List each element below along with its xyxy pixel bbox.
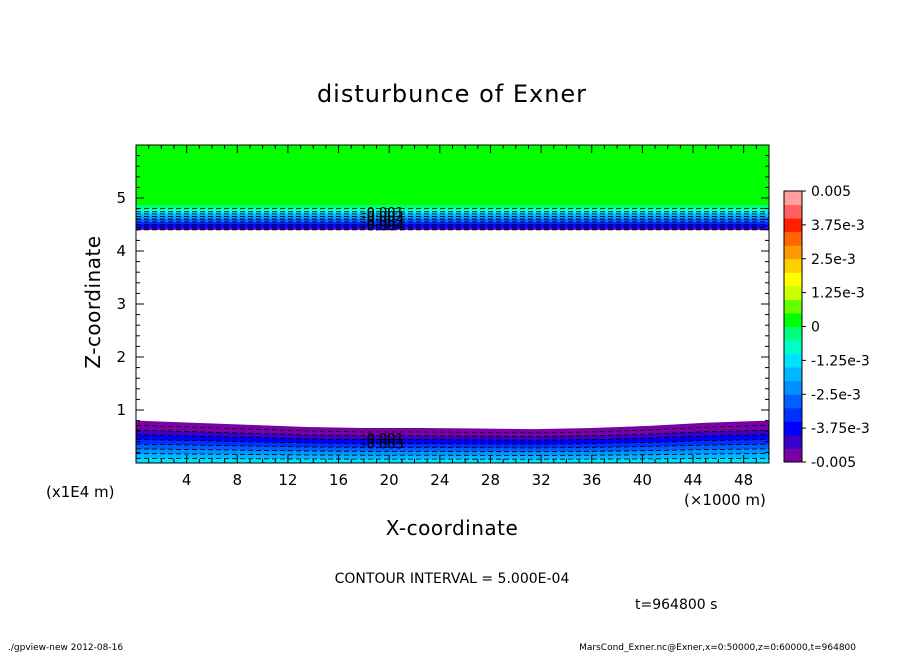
colorbar-swatch <box>784 191 802 206</box>
colorbar-swatch <box>784 272 802 287</box>
x-tick-label: 4 <box>182 471 192 489</box>
lower-contour-line <box>135 448 770 453</box>
upper-band-4 <box>136 213 769 217</box>
x-tick-label: 36 <box>582 471 601 489</box>
colorbar-swatch <box>784 340 802 355</box>
colorbar-swatch <box>784 434 802 449</box>
x-tick-label: 28 <box>481 471 500 489</box>
colorbar-swatch <box>784 285 802 300</box>
contour-label: -0.001 <box>362 432 404 447</box>
upper-band-7 <box>136 221 769 225</box>
y-tick-label: 5 <box>116 189 126 207</box>
colorbar-swatch <box>784 326 802 341</box>
colorbar-swatch <box>784 258 802 273</box>
x-axis-title: X-coordinate <box>386 516 519 540</box>
colorbar-tick-label: 0 <box>811 320 820 336</box>
upper-band-2 <box>136 208 769 212</box>
x-tick-label: 12 <box>278 471 297 489</box>
upper-band-3 <box>136 211 769 214</box>
y-axis-title: Z-coordinate <box>81 235 105 368</box>
colorbar-swatch <box>784 218 802 233</box>
y-tick-label: 2 <box>116 348 126 366</box>
lower-contour-line <box>135 453 770 456</box>
upper-band-8 <box>136 224 769 228</box>
x-tick-label: 24 <box>430 471 449 489</box>
footer-left: ./gpview-new 2012-08-16 <box>8 643 123 653</box>
colorbar-swatch <box>784 380 802 395</box>
y-unit-label: (x1E4 m) <box>46 483 115 501</box>
lower-contour-line <box>135 424 770 434</box>
colorbar-swatch <box>784 367 802 382</box>
contour-interval-note: CONTOUR INTERVAL = 5.000E-04 <box>335 571 570 587</box>
contour-label: -0.003 <box>362 437 404 452</box>
upper-band-1 <box>136 205 769 209</box>
lower-contour-line <box>135 429 770 438</box>
colorbar-swatch <box>784 407 802 422</box>
colorbar-tick-label: -3.75e-3 <box>811 421 870 437</box>
lower-contour-line <box>135 457 770 460</box>
x-tick-label: 32 <box>532 471 551 489</box>
x-tick-label: 44 <box>683 471 702 489</box>
colorbar-tick-label: 0.005 <box>811 184 851 200</box>
colorbar-swatch <box>784 394 802 409</box>
colorbar-tick-label: 3.75e-3 <box>811 218 865 234</box>
time-note: t=964800 s <box>635 597 717 613</box>
x-tick-label: 48 <box>734 471 753 489</box>
y-tick-label: 1 <box>116 401 126 419</box>
x-tick-label: 20 <box>380 471 399 489</box>
contour-label: -0.001 <box>362 206 404 221</box>
colorbar-swatch <box>784 245 802 260</box>
colorbar-swatch <box>784 448 802 463</box>
colorbar-tick-label: 1.25e-3 <box>811 286 865 302</box>
contour-label: -0.003 <box>362 215 404 230</box>
colorbar-swatch <box>784 353 802 368</box>
x-unit-label: (×1000 m) <box>684 491 766 509</box>
footer-right: MarsCond_Exner.nc@Exner,x=0:50000,z=0:60… <box>579 643 856 653</box>
chart-title: disturbunce of Exner <box>317 80 587 108</box>
contour-label: -0.004 <box>362 220 404 235</box>
upper-band-9 <box>136 227 769 230</box>
upper-band-6 <box>136 219 769 222</box>
y-tick-label: 3 <box>116 295 126 313</box>
colorbar: 0.005 3.75e-3 2.5e-3 1.25e-3 0 -1.25e-3 -2.5e-… <box>783 184 870 471</box>
colorbar-swatch <box>784 312 802 327</box>
upper-band-5 <box>136 216 769 220</box>
colorbar-tick-label: 2.5e-3 <box>811 252 856 268</box>
lower-contour-line <box>135 439 770 445</box>
colorbar-swatch <box>784 299 802 314</box>
colorbar-swatch <box>784 231 802 246</box>
contour-label: -0.002 <box>362 210 404 225</box>
y-tick-label: 4 <box>116 242 126 260</box>
lower-contour-line <box>135 434 770 441</box>
colorbar-swatch <box>784 421 802 436</box>
x-tick-label: 40 <box>633 471 652 489</box>
x-tick-label: 8 <box>233 471 243 489</box>
colorbar-tick-label: -1.25e-3 <box>811 353 870 369</box>
colorbar-tick-label: -2.5e-3 <box>811 387 861 403</box>
colorbar-tick-label: -0.005 <box>811 455 856 471</box>
colorbar-swatch <box>784 204 802 219</box>
x-tick-label: 16 <box>329 471 348 489</box>
upper-band-0 <box>136 145 769 206</box>
lower-contour-line <box>135 443 770 449</box>
